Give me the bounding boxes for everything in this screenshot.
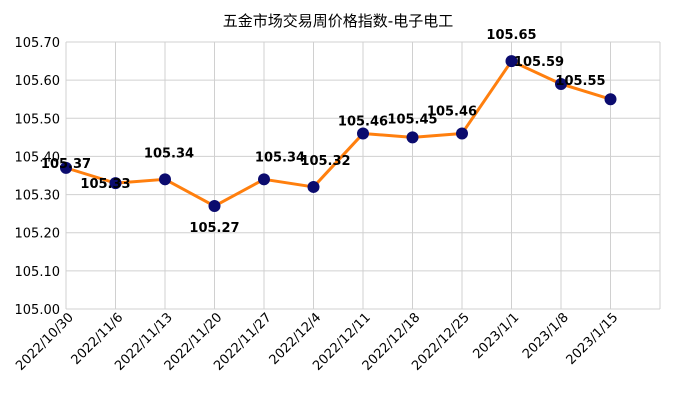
y-tick-label: 105.10 xyxy=(15,265,61,280)
data-label: 105.55 xyxy=(555,74,605,89)
x-tick-label: 2023/1/15 xyxy=(564,310,622,368)
x-tick-label: 2023/1/8 xyxy=(520,310,572,362)
data-label: 105.45 xyxy=(387,112,437,127)
data-label: 105.32 xyxy=(300,154,350,169)
y-tick-label: 105.70 xyxy=(15,36,61,51)
data-label: 105.46 xyxy=(427,105,477,120)
data-point xyxy=(505,55,518,68)
series-group xyxy=(60,55,617,213)
data-point xyxy=(357,127,369,140)
data-label: 105.46 xyxy=(338,115,388,130)
data-point xyxy=(456,127,468,140)
data-label: 105.34 xyxy=(255,150,305,165)
x-tick-label: 2022/10/30 xyxy=(13,310,77,374)
y-tick-label: 105.40 xyxy=(15,150,61,165)
data-point xyxy=(307,180,320,193)
data-point xyxy=(604,93,617,106)
y-tick-label: 105.50 xyxy=(15,112,61,127)
data-point xyxy=(208,200,221,213)
x-axis-tick-labels: 2022/10/302022/11/62022/11/132022/11/202… xyxy=(13,310,621,374)
data-point xyxy=(159,173,171,186)
y-axis-tick-labels: 105.00 105.10 105.20 105.30 105.40 105.50 105.… xyxy=(15,36,61,318)
data-label: 105.59 xyxy=(514,55,564,70)
data-point xyxy=(406,131,419,144)
x-tick-label: 2023/1/1 xyxy=(470,310,522,362)
data-label: 105.27 xyxy=(189,221,239,236)
data-point xyxy=(555,77,567,90)
data-label: 105.37 xyxy=(41,157,91,172)
y-tick-label: 105.60 xyxy=(15,74,61,89)
data-label: 105.34 xyxy=(144,146,194,161)
y-tick-label: 105.20 xyxy=(15,227,61,242)
y-tick-label: 105.00 xyxy=(15,303,61,318)
data-point xyxy=(258,173,270,186)
chart-title: 五金市场交易周价格指数-电子电工 xyxy=(223,12,453,30)
data-label: 105.65 xyxy=(486,28,536,43)
y-tick-label: 105.30 xyxy=(15,189,61,204)
series-line xyxy=(65,59,611,208)
data-label: 105.33 xyxy=(80,177,130,192)
data-point xyxy=(109,177,122,190)
data-labels: 105.37105.33105.34105.27105.34105.32105.… xyxy=(41,28,606,236)
data-point xyxy=(60,161,72,174)
